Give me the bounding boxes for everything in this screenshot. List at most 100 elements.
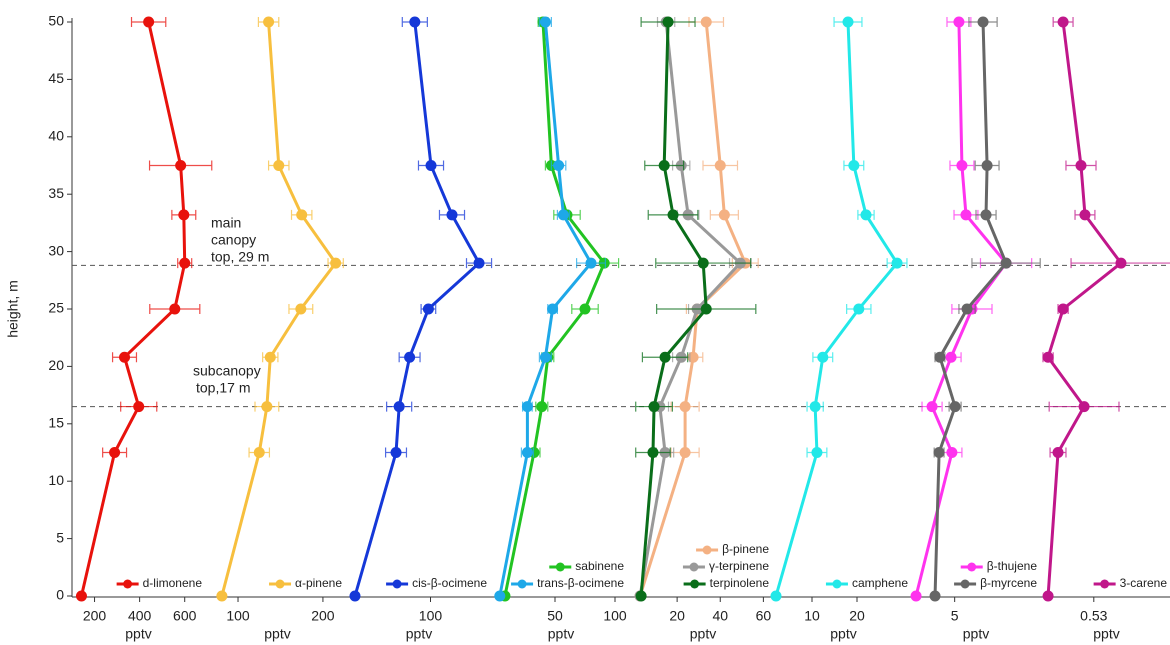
data-point xyxy=(960,209,972,221)
data-point xyxy=(579,303,591,315)
x-tick-label: 600 xyxy=(173,608,197,624)
legend-label: trans-β-ocimene xyxy=(537,576,624,590)
x-tick-label: 100 xyxy=(603,608,627,624)
legend-marker xyxy=(123,579,133,589)
data-point xyxy=(662,16,674,28)
y-tick-label: 10 xyxy=(48,472,64,488)
x-axis-label: pptv xyxy=(690,626,716,642)
series xyxy=(216,16,344,602)
data-point xyxy=(585,257,597,269)
data-point xyxy=(647,447,659,458)
annotation: subcanopy xyxy=(193,363,261,379)
data-point xyxy=(295,303,307,315)
x-tick-label: 100 xyxy=(226,608,250,624)
x-tick-label: 5 xyxy=(951,608,959,624)
x-tick-label: 60 xyxy=(756,608,772,624)
data-point xyxy=(658,160,670,171)
data-point xyxy=(980,209,992,221)
series xyxy=(929,16,1041,602)
series-line xyxy=(220,21,338,597)
series xyxy=(494,16,606,602)
legend-marker xyxy=(690,579,700,589)
annotation: top, 29 m xyxy=(211,249,269,265)
data-point xyxy=(296,209,308,221)
data-point xyxy=(1057,16,1069,28)
series xyxy=(499,16,620,602)
data-point xyxy=(648,401,660,413)
x-tick-label: 400 xyxy=(128,608,152,624)
x-tick-label: 100 xyxy=(419,608,443,624)
y-tick-label: 40 xyxy=(48,128,64,144)
series-line xyxy=(353,21,481,597)
x-axis-label: pptv xyxy=(264,626,290,642)
data-point xyxy=(961,303,973,315)
legend-marker xyxy=(275,579,285,589)
y-tick-label: 25 xyxy=(48,300,64,316)
data-point xyxy=(1042,351,1054,363)
data-point xyxy=(143,16,155,28)
data-point xyxy=(393,401,405,413)
data-point xyxy=(390,447,402,458)
data-point xyxy=(1042,590,1054,602)
data-point xyxy=(926,401,938,413)
data-point xyxy=(953,16,965,28)
x-tick-label: 20 xyxy=(669,608,685,624)
legend-marker xyxy=(967,562,977,572)
x-tick-label: 200 xyxy=(83,608,107,624)
y-axis-label: height, m xyxy=(5,280,21,338)
series-line xyxy=(774,21,899,597)
legend-label: d-limonene xyxy=(143,576,203,590)
data-point xyxy=(817,351,829,363)
data-point xyxy=(697,257,709,269)
x-axis-label: pptv xyxy=(548,626,574,642)
data-point xyxy=(945,351,957,363)
data-point xyxy=(404,351,416,363)
y-tick-label: 45 xyxy=(48,70,64,86)
y-tick-label: 0 xyxy=(56,587,64,603)
data-point xyxy=(946,447,958,458)
legend-marker xyxy=(960,579,970,589)
data-point xyxy=(1079,209,1091,221)
annotation: main xyxy=(211,215,241,231)
data-point xyxy=(409,16,421,28)
legend-label: camphene xyxy=(852,576,908,590)
data-point xyxy=(848,160,860,171)
data-point xyxy=(1115,257,1127,269)
data-point xyxy=(718,209,730,221)
legend-label: γ-terpinene xyxy=(709,559,769,573)
data-point xyxy=(714,160,726,171)
x-tick-label: 40 xyxy=(712,608,728,624)
series xyxy=(1042,16,1170,602)
legend-marker xyxy=(832,579,842,589)
legend-marker xyxy=(517,579,527,589)
legend-marker xyxy=(392,579,402,589)
data-point xyxy=(539,16,551,28)
x-axis-label: pptv xyxy=(1093,626,1119,642)
x-axis-label: pptv xyxy=(406,626,432,642)
data-point xyxy=(679,401,691,413)
data-point xyxy=(330,257,342,269)
data-point xyxy=(263,16,275,28)
series xyxy=(635,16,757,602)
data-point xyxy=(700,16,712,28)
data-point xyxy=(981,160,993,171)
data-point xyxy=(933,447,945,458)
legend-label: terpinolene xyxy=(710,576,770,590)
legend-label: 3-carene xyxy=(1120,576,1168,590)
data-point xyxy=(809,401,821,413)
x-tick-label: 200 xyxy=(311,608,335,624)
x-tick-label: 10 xyxy=(804,608,820,624)
legend-label: cis-β-ocimene xyxy=(412,576,487,590)
data-point xyxy=(635,590,647,602)
x-tick-label: 0.53 xyxy=(1080,608,1107,624)
data-point xyxy=(175,160,187,171)
series xyxy=(349,16,493,602)
data-point xyxy=(860,209,872,221)
data-point xyxy=(169,303,181,315)
data-point xyxy=(1078,401,1090,413)
data-point xyxy=(700,303,712,315)
series xyxy=(75,16,213,602)
data-point xyxy=(853,303,865,315)
x-axis-label: pptv xyxy=(125,626,151,642)
